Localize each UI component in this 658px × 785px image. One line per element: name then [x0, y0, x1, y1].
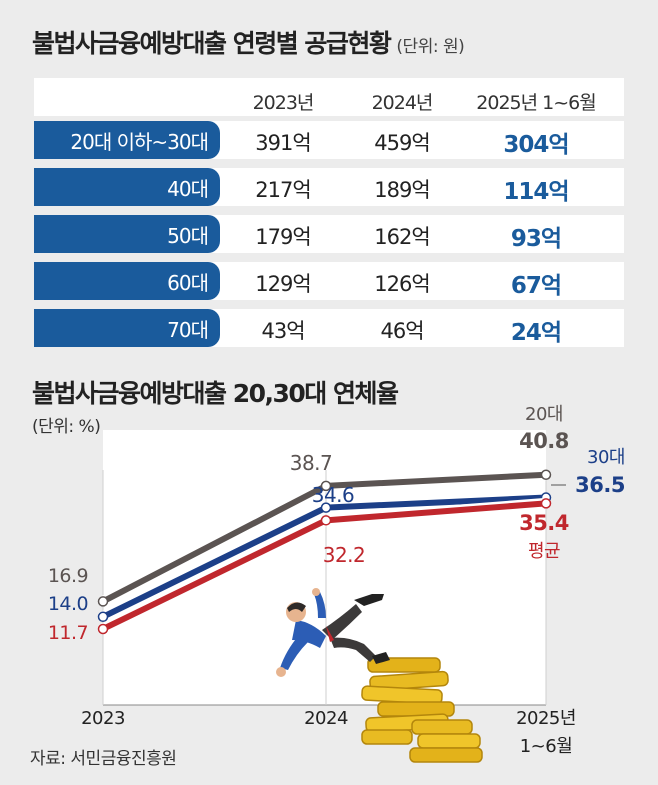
x-tick-label: 2025년 — [516, 708, 576, 729]
table-cell: 126억 — [374, 272, 430, 296]
table-cell: 179억 — [255, 225, 311, 249]
coin-stack-illustration — [361, 657, 483, 763]
table-cell: 391억 — [255, 131, 311, 155]
data-point — [97, 611, 109, 623]
series-name-label: 평균 — [528, 541, 560, 562]
falling-man-coins-illustration — [276, 588, 483, 763]
table-title-text: 불법사금융예방대출 연령별 공급현황 — [32, 29, 392, 58]
data-label: 34.6 — [312, 483, 355, 507]
x-tick-label: 2024 — [304, 708, 348, 729]
data-label: 40.8 — [519, 429, 569, 453]
row-age-label: 40대 — [34, 168, 220, 206]
data-label: 16.9 — [48, 565, 88, 587]
row-age-label: 70대 — [34, 309, 220, 347]
table-cell: 459억 — [374, 131, 430, 155]
table-unit: (단위: 원) — [396, 37, 465, 57]
table-cell: 24억 — [510, 320, 562, 346]
column-header-2023: 2023년 — [252, 92, 315, 114]
data-point — [320, 502, 332, 513]
table-title: 불법사금융예방대출 연령별 공급현황 (단위: 원) — [32, 24, 465, 60]
series-name-label: 30대 — [587, 447, 625, 468]
source-note: 자료: 서민금융진흥원 — [30, 749, 177, 769]
data-label: 11.7 — [48, 622, 88, 644]
table-cell: 67억 — [510, 273, 562, 299]
data-point — [540, 469, 552, 481]
data-point — [320, 480, 332, 492]
table-cell: 217억 — [255, 178, 311, 202]
x-tick-label: 1~6월 — [520, 736, 573, 757]
falling-man-illustration — [276, 588, 390, 677]
column-header-2025: 2025년 1~6월 — [476, 92, 596, 114]
table-cell: 189억 — [374, 178, 430, 202]
table-cell: 114억 — [503, 179, 569, 205]
row-age-label: 50대 — [34, 215, 220, 253]
chart-unit: (단위: %) — [32, 417, 101, 437]
table-cell: 162억 — [374, 225, 430, 249]
x-tick-label: 2023 — [81, 708, 125, 729]
data-label: 32.2 — [323, 543, 366, 567]
table-cell: 129억 — [255, 272, 311, 296]
data-label: 14.0 — [48, 593, 88, 615]
table-cell: 93억 — [510, 226, 562, 252]
data-label: 35.4 — [519, 511, 569, 535]
chart-title: 불법사금융예방대출 20,30대 연체율 — [32, 379, 399, 408]
table-cell: 46억 — [380, 319, 424, 343]
data-point — [97, 596, 109, 607]
series-name-label: 20대 — [525, 404, 563, 425]
column-header-2024: 2024년 — [371, 92, 434, 114]
row-age-label: 20대 이하~30대 — [34, 121, 220, 159]
table-header — [34, 78, 624, 116]
data-label: 36.5 — [575, 473, 625, 497]
data-point — [540, 498, 552, 509]
data-label: 38.7 — [290, 451, 333, 475]
table-cell: 43억 — [261, 319, 305, 343]
table-cell: 304억 — [503, 132, 569, 158]
row-age-label: 60대 — [34, 262, 220, 300]
data-point — [320, 515, 332, 526]
data-point — [97, 623, 109, 635]
